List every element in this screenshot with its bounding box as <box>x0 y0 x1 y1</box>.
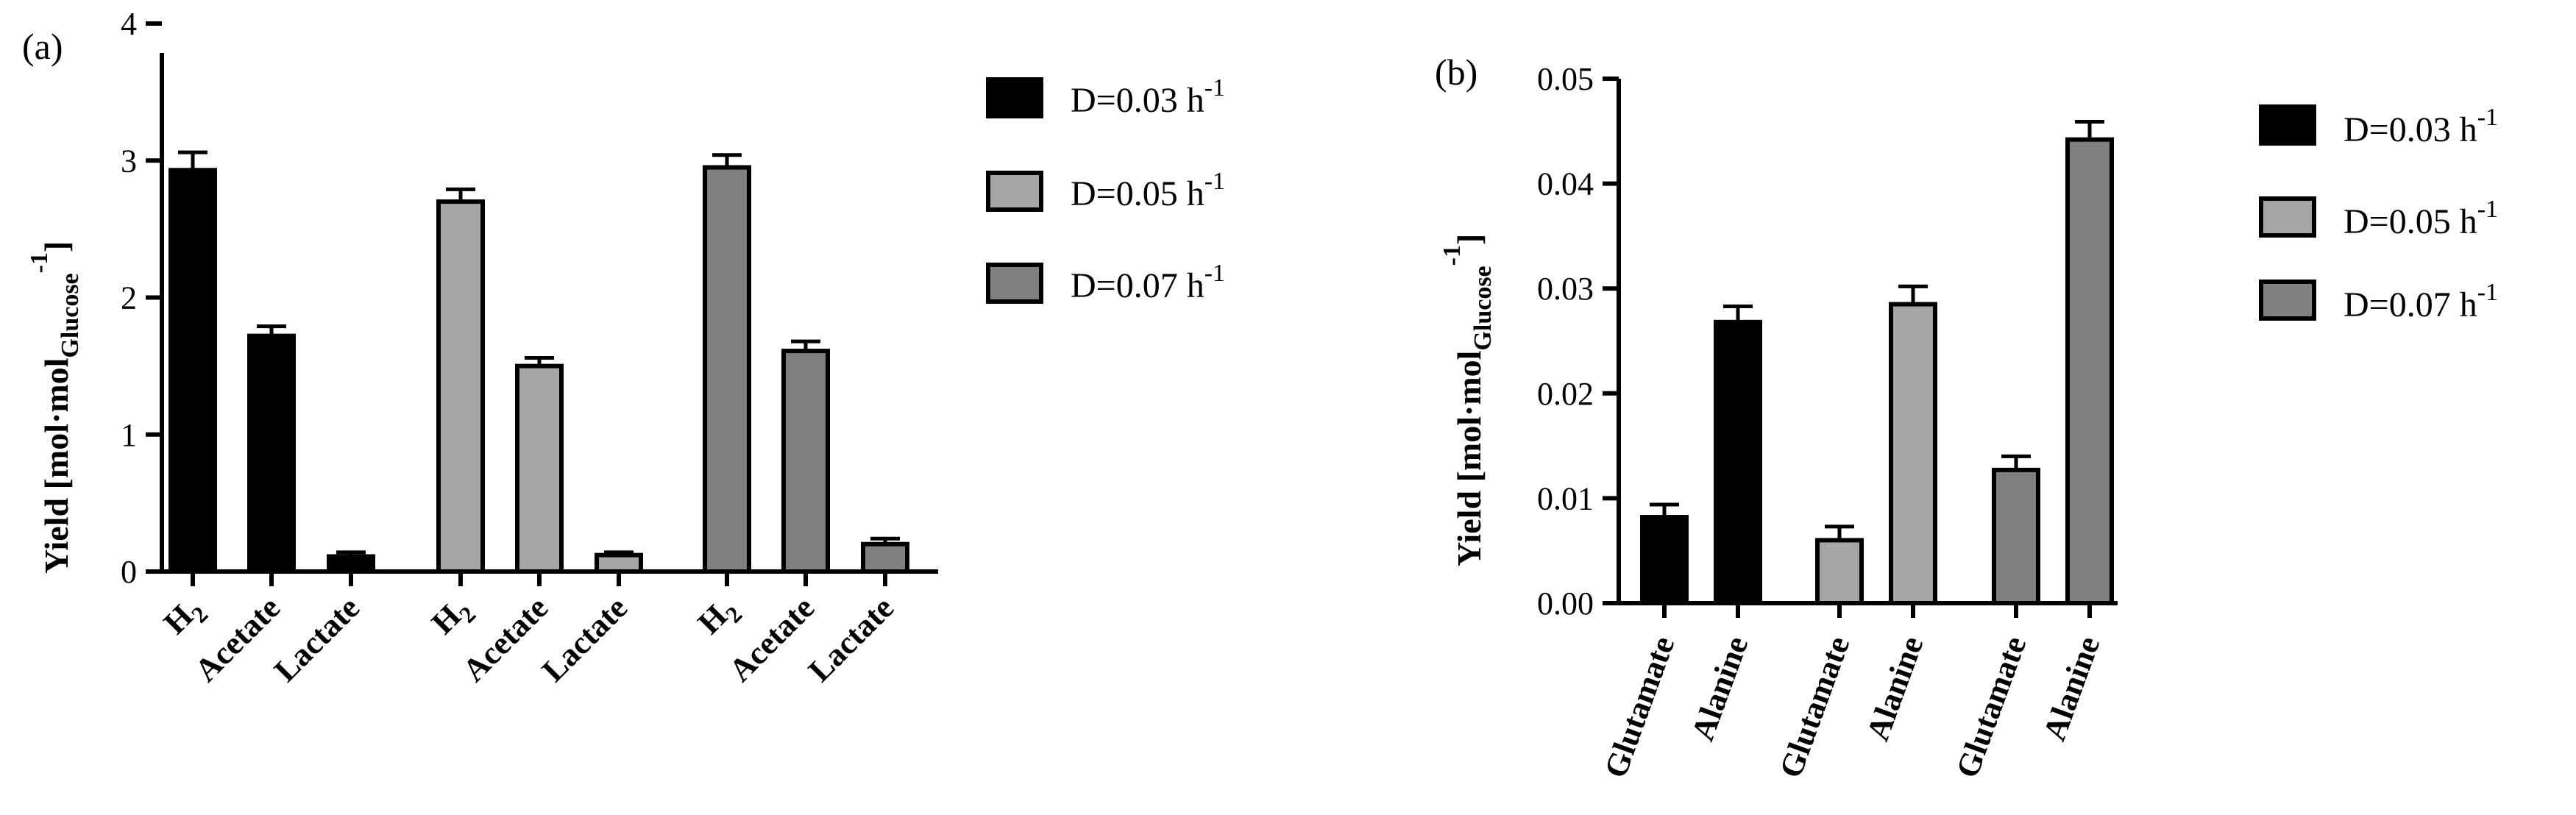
panel-b-legend-label: D=0.07 h-1 <box>2343 279 2498 324</box>
x-tick-label: Glutamate <box>1773 632 1857 783</box>
panel-a-y-axis-title: Yield [mol·molGlucose-1] <box>26 241 84 574</box>
bar <box>595 552 643 574</box>
panel-b-bars <box>1640 119 2114 606</box>
panel-a-y-ticks: 0 1 2 3 4 <box>121 6 162 590</box>
x-tick-label: H2 <box>425 589 481 646</box>
x-tick-label: Lactate <box>267 589 366 688</box>
panel-a-legend-label: D=0.05 h-1 <box>1071 168 1225 213</box>
bar <box>781 349 830 574</box>
bar <box>703 165 751 574</box>
y-tick-label: 0.00 <box>1537 586 1594 622</box>
bar <box>1889 302 1937 605</box>
x-tick-label: Alanine <box>2036 632 2107 746</box>
bar <box>327 554 375 574</box>
x-tick-label: Glutamate <box>1949 632 2034 783</box>
bar <box>168 168 217 574</box>
bar <box>1815 538 1864 605</box>
y-tick-label: 0.05 <box>1537 61 1594 97</box>
panel-b-legend-label: D=0.03 h-1 <box>2343 104 2498 149</box>
y-tick-label: 0 <box>121 554 137 590</box>
panel-b-legend-item: D=0.05 h-1 <box>2259 196 2498 241</box>
x-tick-label: Lactate <box>801 589 901 688</box>
panel-b-legend-item: D=0.03 h-1 <box>2259 104 2498 149</box>
x-tick-label: Alanine <box>1859 632 1930 746</box>
panel-a-label: (a) <box>22 26 63 67</box>
panel-b-x-ticks: Glutamate Alanine Glutamate Alanine Glutamat… <box>1597 603 2107 783</box>
panel-b-legend-swatch <box>2259 280 2316 321</box>
panel-a-legend-label: D=0.07 h-1 <box>1071 260 1225 305</box>
panel-a-legend-label: D=0.03 h-1 <box>1071 74 1225 120</box>
panel-b-y-axis-title: Yield [mol·molGlucose-1] <box>1438 234 1497 566</box>
panel-b-legend-label: D=0.05 h-1 <box>2343 196 2498 241</box>
panel-a-legend-item: D=0.05 h-1 <box>986 168 1225 213</box>
bar <box>1714 319 1762 605</box>
y-tick-label: 0.04 <box>1537 166 1594 202</box>
bar <box>861 541 909 574</box>
panel-a-legend-swatch <box>986 263 1043 304</box>
panel-b-legend: D=0.03 h-1 D=0.05 h-1 D=0.07 h-1 <box>2259 104 2498 324</box>
y-tick-label: 4 <box>121 6 137 42</box>
panel-b-chart: (b) Yield [mol·molGlucose-1] 0.000.010.0… <box>1435 51 2498 783</box>
y-tick-label: 3 <box>121 143 137 179</box>
x-tick-label: H2 <box>691 589 748 646</box>
bar <box>2065 137 2114 605</box>
x-tick-label: Acetate <box>455 589 555 688</box>
y-tick-label: 1 <box>121 417 137 453</box>
panel-a-legend: D=0.03 h-1 D=0.05 h-1 D=0.07 h-1 <box>986 74 1225 305</box>
panel-b-legend-swatch <box>2259 196 2316 238</box>
x-tick-label: Acetate <box>722 589 821 688</box>
panel-b-label: (b) <box>1435 51 1477 93</box>
panel-a-legend-swatch <box>986 171 1043 212</box>
panel-b-legend-item: D=0.07 h-1 <box>2259 279 2498 324</box>
x-tick-label: Lactate <box>535 589 634 688</box>
bar <box>515 363 564 574</box>
panel-a-legend-swatch <box>986 77 1043 118</box>
panel-b-y-ticks: 0.00 0.01 0.02 0.03 0.04 0.05 <box>1537 61 1619 622</box>
x-tick-label: H2 <box>157 589 213 646</box>
bar <box>1640 515 1689 605</box>
bar <box>1992 467 2040 606</box>
x-tick-label: Acetate <box>188 589 287 688</box>
panel-a-bars <box>168 150 909 574</box>
x-tick-label: Glutamate <box>1597 632 1682 783</box>
bar <box>436 199 485 574</box>
panel-a-legend-item: D=0.03 h-1 <box>986 74 1225 120</box>
panel-a-legend-item: D=0.07 h-1 <box>986 260 1225 305</box>
y-tick-label: 2 <box>121 280 137 316</box>
x-tick-label: Alanine <box>1684 632 1755 746</box>
y-tick-label: 0.03 <box>1537 271 1594 307</box>
panel-b-legend-swatch <box>2259 104 2316 146</box>
y-tick-label: 0.01 <box>1537 480 1594 516</box>
y-tick-label: 0.02 <box>1537 376 1594 412</box>
bar <box>247 333 296 574</box>
